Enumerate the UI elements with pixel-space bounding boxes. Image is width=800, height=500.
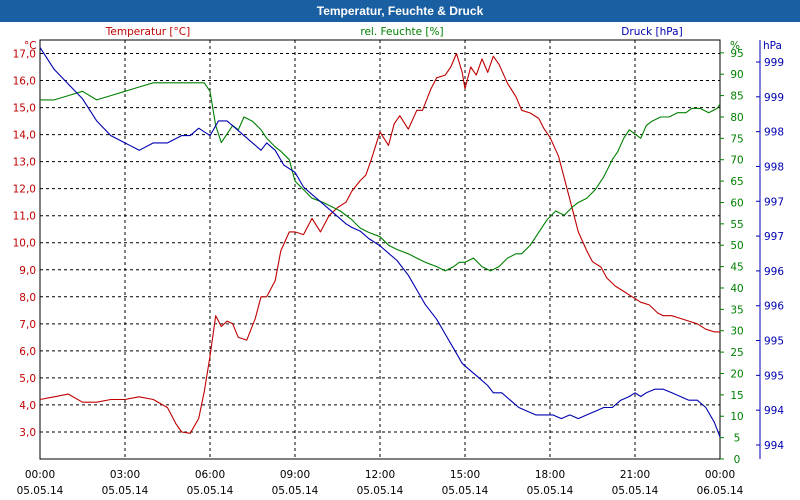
x-tick-label-date: 05.05.14 (357, 485, 404, 497)
x-tick-label-time: 18:00 (535, 469, 565, 481)
y-tick-label-humidity: 70 (730, 155, 743, 167)
x-tick-label-date: 05.05.14 (442, 485, 489, 497)
y-tick-label-humidity: 35 (730, 304, 743, 316)
y-tick-label-pressure: 997 (764, 196, 784, 208)
x-tick-label-time: 03:00 (110, 469, 140, 481)
y-tick-label-humidity: 80 (730, 112, 743, 124)
series-name-temperature: Temperatur [°C] (105, 26, 190, 38)
y-tick-label-temperature: 17,0 (13, 49, 36, 61)
y-tick-label-humidity: 65 (730, 176, 743, 188)
y-axis-unit-pressure: hPa (763, 40, 782, 52)
y-tick-label-pressure: 995 (764, 336, 784, 348)
x-tick-label-time: 21:00 (620, 469, 650, 481)
y-tick-label-humidity: 45 (730, 262, 743, 274)
series-line-humidity (40, 82, 721, 272)
x-tick-label-date: 05.05.14 (102, 485, 149, 497)
y-tick-label-humidity: 60 (730, 197, 743, 209)
y-tick-label-humidity: 0 (734, 454, 741, 466)
series-name-humidity: rel. Feuchte [%] (360, 26, 443, 38)
y-tick-label-humidity: 15 (730, 390, 743, 402)
y-axis-unit-temperature: °C (24, 40, 37, 52)
y-tick-label-temperature: 8,0 (19, 292, 36, 304)
y-tick-label-temperature: 15,0 (13, 103, 36, 115)
y-tick-label-temperature: 12,0 (13, 184, 36, 196)
x-tick-label-date: 06.05.14 (697, 485, 744, 497)
y-tick-label-pressure: 999 (764, 92, 784, 104)
y-tick-label-humidity: 40 (730, 283, 743, 295)
chart-title: Temperatur, Feuchte & Druck (0, 0, 800, 22)
series-lines (39, 47, 721, 438)
x-tick-label-date: 05.05.14 (272, 485, 319, 497)
grid-lines (40, 40, 720, 459)
x-tick-label-time: 09:00 (280, 469, 310, 481)
y-tick-label-humidity: 5 (734, 433, 741, 445)
y-tick-label-pressure: 996 (764, 301, 784, 313)
y-tick-label-temperature: 16,0 (13, 76, 36, 88)
x-tick-label-date: 05.05.14 (612, 485, 659, 497)
y-axis-unit-humidity: % (730, 40, 740, 52)
y-tick-label-humidity: 85 (730, 91, 743, 103)
y-tick-label-temperature: 11,0 (13, 211, 36, 223)
y-tick-label-humidity: 50 (730, 240, 743, 252)
y-tick-label-pressure: 998 (764, 161, 784, 173)
y-tick-label-temperature: 6,0 (19, 346, 36, 358)
y-tick-label-temperature: 9,0 (19, 265, 36, 277)
y-tick-label-humidity: 10 (730, 411, 743, 423)
y-tick-label-temperature: 5,0 (19, 373, 36, 385)
x-tick-label-time: 06:00 (195, 469, 225, 481)
y-tick-label-humidity: 95 (730, 48, 743, 60)
y-tick-label-pressure: 996 (764, 266, 784, 278)
y-tick-label-pressure: 998 (764, 127, 784, 139)
y-tick-label-humidity: 20 (730, 368, 743, 380)
x-tick-label-date: 05.05.14 (17, 485, 64, 497)
y-tick-label-humidity: 90 (730, 69, 743, 81)
x-tick-label-time: 12:00 (365, 469, 395, 481)
y-tick-label-temperature: 13,0 (13, 157, 36, 169)
y-tick-label-humidity: 25 (730, 347, 743, 359)
y-tick-label-humidity: 30 (730, 326, 743, 338)
y-tick-label-humidity: 75 (730, 133, 743, 145)
y-tick-label-temperature: 3,0 (19, 427, 36, 439)
y-tick-label-humidity: 55 (730, 219, 743, 231)
y-tick-label-pressure: 994 (764, 405, 784, 417)
y-tick-label-temperature: 14,0 (13, 130, 36, 142)
y-tick-label-temperature: 4,0 (19, 400, 36, 412)
y-tick-label-pressure: 995 (764, 370, 784, 382)
y-tick-label-pressure: 999 (764, 57, 784, 69)
x-tick-label-time: 15:00 (450, 469, 480, 481)
y-tick-label-temperature: 7,0 (19, 319, 36, 331)
series-line-pressure (39, 47, 721, 438)
axes-labels: 00:00 05.05.14 03:00 05.05.14 06:00 05.05.14 0… (13, 26, 785, 497)
series-line-temperature (39, 52, 720, 434)
series-name-pressure: Druck [hPa] (621, 26, 682, 38)
y-tick-label-pressure: 997 (764, 231, 784, 243)
y-tick-label-pressure: 994 (764, 440, 784, 452)
x-tick-label-time: 00:00 (705, 469, 735, 481)
y-tick-label-temperature: 10,0 (13, 238, 36, 250)
x-tick-label-time: 00:00 (25, 469, 55, 481)
x-tick-label-date: 05.05.14 (187, 485, 234, 497)
x-tick-label-date: 05.05.14 (527, 485, 574, 497)
